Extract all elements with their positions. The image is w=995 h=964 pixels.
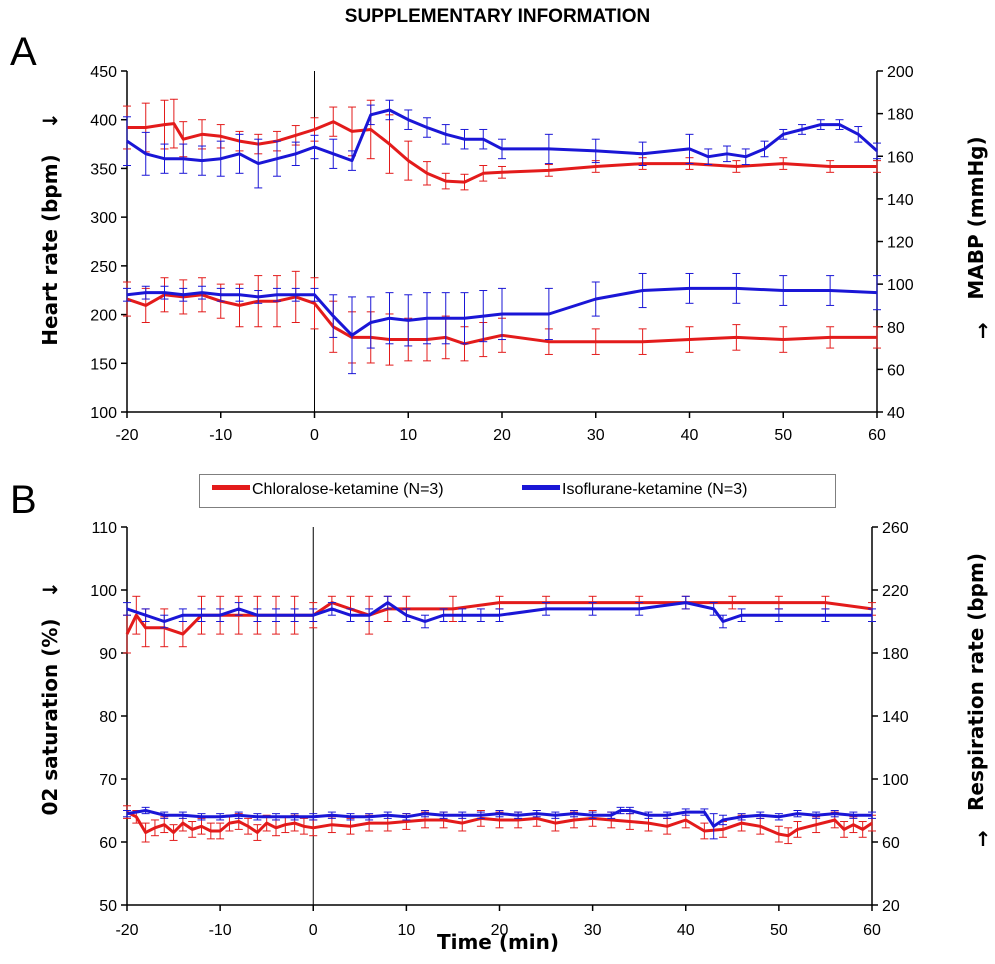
arrow-right-icon: → [42, 108, 59, 132]
y2-tick-label: 80 [887, 320, 905, 337]
series-chloralose-line [127, 120, 877, 184]
y-tick-label: 200 [90, 308, 117, 325]
x-tick-label: 10 [397, 922, 415, 939]
y-tick-label: 80 [99, 709, 117, 726]
x-tick-label: -20 [115, 427, 138, 444]
y2-tick-label: 140 [882, 709, 909, 726]
x-tick-label: 50 [774, 427, 792, 444]
y2-tick-label: 180 [882, 646, 909, 663]
x-tick-label: 50 [770, 922, 788, 939]
legend-item-chloralose: Chloralose-ketamine (N=3) [212, 481, 444, 499]
x-tick-label: 60 [863, 922, 881, 939]
y2-tick-label: 40 [887, 405, 905, 422]
panel-letter-a: A [10, 30, 37, 74]
x-tick-label: 60 [868, 427, 886, 444]
arrow-up-icon: ↑ [975, 827, 992, 851]
y-tick-label: 90 [99, 646, 117, 663]
legend-swatch-chloralose [212, 485, 250, 491]
y2-tick-label: 60 [882, 835, 900, 852]
arrow-right-icon: → [42, 577, 59, 601]
x-tick-label: -10 [209, 427, 232, 444]
x-tick-label: 30 [584, 922, 602, 939]
legend-item-isoflurane: Isoflurane-ketamine (N=3) [522, 481, 747, 499]
y2-tick-label: 120 [887, 235, 914, 252]
y-tick-label: 450 [90, 64, 117, 81]
series-isoflurane-line [126, 286, 878, 337]
legend-label-chloralose: Chloralose-ketamine (N=3) [252, 481, 444, 498]
y-tick-label: 300 [90, 210, 117, 227]
y2-tick-label: 100 [882, 772, 909, 789]
x-tick-label: -10 [209, 922, 232, 939]
x-tick-label: 30 [587, 427, 605, 444]
panel-letter-b: B [10, 478, 37, 522]
y2-tick-label: 180 [887, 107, 914, 124]
y-tick-label: 60 [99, 835, 117, 852]
series-isoflurane-line [126, 809, 872, 828]
legend-label-isoflurane: Isoflurane-ketamine (N=3) [562, 481, 748, 498]
y-tick-label: 400 [90, 113, 117, 130]
panel-a-ylabel: Heart rate (bpm) [38, 154, 62, 345]
x-tick-label: -20 [115, 922, 138, 939]
x-tick-label: 40 [681, 427, 699, 444]
y-tick-label: 100 [90, 583, 117, 600]
legend: Chloralose-ketamine (N=3) Isoflurane-ket… [199, 474, 836, 508]
y2-tick-label: 100 [887, 277, 914, 294]
series-chloralose-line [126, 810, 873, 838]
x-tick-label: 20 [491, 922, 509, 939]
y-tick-label: 50 [99, 898, 117, 915]
legend-swatch-isoflurane [522, 485, 560, 491]
y-tick-label: 250 [90, 259, 117, 276]
y2-tick-label: 260 [882, 520, 909, 537]
arrow-up-icon: ↑ [975, 319, 992, 343]
x-tick-label: 0 [309, 922, 318, 939]
x-tick-label: 20 [493, 427, 511, 444]
x-tick-label: 10 [399, 427, 417, 444]
y-tick-label: 350 [90, 161, 117, 178]
x-tick-label: 40 [677, 922, 695, 939]
panel-b-ylabel: 02 saturation (%) [38, 618, 62, 815]
y2-tick-label: 20 [882, 898, 900, 915]
panel-b-y2label: Respiration rate (bpm) [964, 553, 988, 811]
y-tick-label: 150 [90, 356, 117, 373]
x-tick-label: 0 [310, 427, 319, 444]
page-title: SUPPLEMENTARY INFORMATION [344, 6, 651, 27]
series-isoflurane-line [126, 601, 872, 623]
series-isoflurane-line [126, 108, 878, 166]
y-tick-label: 110 [91, 520, 117, 537]
panel-b-chart: 02 saturation (%) Respiration rate (bpm)… [38, 520, 991, 954]
y2-tick-label: 160 [887, 149, 914, 166]
y2-tick-label: 220 [882, 583, 909, 600]
y2-tick-label: 140 [887, 192, 914, 209]
y-tick-label: 70 [99, 772, 117, 789]
panel-a-chart: Heart rate (bpm) MABP (mmHg) → ↑ 1001502… [38, 64, 991, 444]
y2-tick-label: 200 [887, 64, 914, 81]
y-tick-label: 100 [90, 405, 117, 422]
panel-b-xlabel: Time (min) [437, 930, 559, 954]
panel-a-y2label: MABP (mmHg) [964, 136, 988, 299]
y2-tick-label: 60 [887, 362, 905, 379]
